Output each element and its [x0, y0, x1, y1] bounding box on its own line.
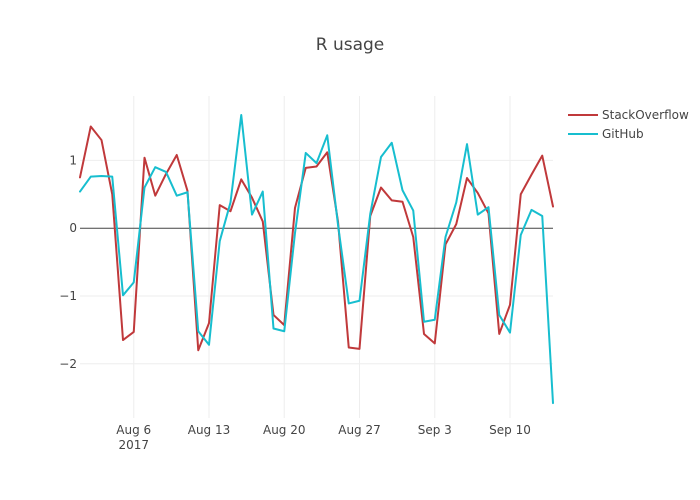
legend-label-stackoverflow: StackOverflow — [602, 108, 689, 122]
series-layer — [79, 113, 554, 405]
x-tick-label: Aug 27 — [338, 423, 381, 437]
y-tick-label: 0 — [69, 221, 77, 235]
legend[interactable]: StackOverflow GitHub — [568, 108, 689, 141]
x-tick-label: Aug 20 — [263, 423, 306, 437]
legend-label-github: GitHub — [602, 127, 644, 141]
chart-title: R usage — [316, 35, 385, 55]
y-tick-label: 1 — [69, 153, 77, 167]
y-tick-label: −1 — [59, 289, 77, 303]
series-line-github — [79, 113, 554, 405]
x-tick-label: Aug 6 — [116, 423, 151, 437]
grid-layer — [80, 96, 553, 418]
y-tick-label: −2 — [59, 357, 77, 371]
x-tick-sublabel: 2017 — [118, 438, 149, 452]
x-tick-label: Sep 3 — [418, 423, 452, 437]
legend-item-github[interactable]: GitHub — [568, 127, 644, 141]
x-tick-label: Sep 10 — [489, 423, 531, 437]
legend-item-stackoverflow[interactable]: StackOverflow — [568, 108, 689, 122]
x-tick-label: Aug 13 — [188, 423, 231, 437]
